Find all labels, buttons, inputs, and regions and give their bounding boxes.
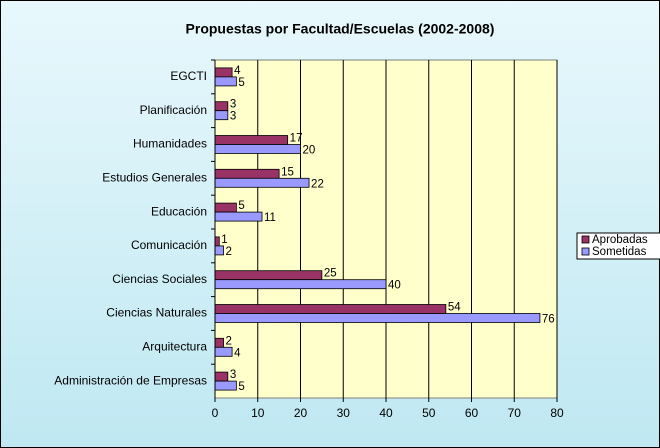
y-tick-label: Arquitectura [142,339,207,353]
data-label: 2 [226,246,232,258]
bar [214,236,220,247]
bar [214,177,310,188]
x-tick-label: 10 [251,406,265,420]
bar [214,304,447,314]
data-label: 22 [311,178,324,190]
bar [214,67,233,78]
x-tick-label: 70 [508,406,522,420]
y-tick-label: Ciencias Sociales [112,272,207,286]
data-label: 17 [290,133,303,145]
x-tick-label: 0 [212,406,219,420]
bar [214,211,263,222]
legend-label: Sometidas [592,246,647,258]
bar [214,76,237,87]
legend [576,232,660,260]
data-label: 1 [221,234,227,246]
bar [214,245,224,256]
bar [214,144,301,154]
bar [214,135,289,145]
bar [214,202,237,213]
x-tick-label: 20 [294,406,308,420]
data-label: 3 [230,369,236,381]
y-tick-label: Ciencias Naturales [106,306,207,320]
data-label: 5 [238,200,244,212]
data-label: 4 [234,65,241,77]
bar [214,270,323,281]
y-tick-label: Estudios Generales [102,170,207,184]
y-tick-label: Comunicación [131,238,207,252]
bar [214,380,237,391]
y-tick-label: EGCTI [170,69,207,83]
y-tick-label: Humanidades [133,137,207,151]
x-tick-label: 40 [379,406,393,420]
legend-swatch [581,235,590,244]
legend-swatch [581,247,590,256]
x-tick-label: 80 [550,406,564,420]
bar [214,110,229,121]
data-label: 5 [238,381,244,393]
bar [214,101,229,112]
bar [214,337,224,348]
data-label: 3 [230,111,236,123]
bar [214,279,387,290]
data-label: 3 [230,99,236,111]
bar [214,168,280,179]
bar [214,313,541,323]
bar [214,371,229,382]
x-tick-label: 30 [337,406,351,420]
data-label: 76 [542,314,555,326]
y-tick-label: Educación [151,204,207,218]
chart-title: Propuestas por Facultad/Escuelas (2002-2… [186,21,495,37]
data-label: 11 [264,212,276,224]
x-tick-label: 60 [465,406,479,420]
data-label: 4 [234,347,241,359]
legend-label: Aprobadas [592,234,648,246]
data-label: 15 [281,166,294,178]
bar [214,346,233,357]
data-label: 54 [448,302,461,314]
y-tick-label: Administración de Empresas [54,373,207,387]
data-label: 20 [303,145,316,157]
x-tick-label: 50 [422,406,436,420]
data-label: 25 [324,268,337,280]
data-label: 5 [238,77,244,89]
data-label: 40 [388,280,401,292]
y-tick-label: Planificación [140,103,207,117]
data-label: 2 [226,335,232,347]
